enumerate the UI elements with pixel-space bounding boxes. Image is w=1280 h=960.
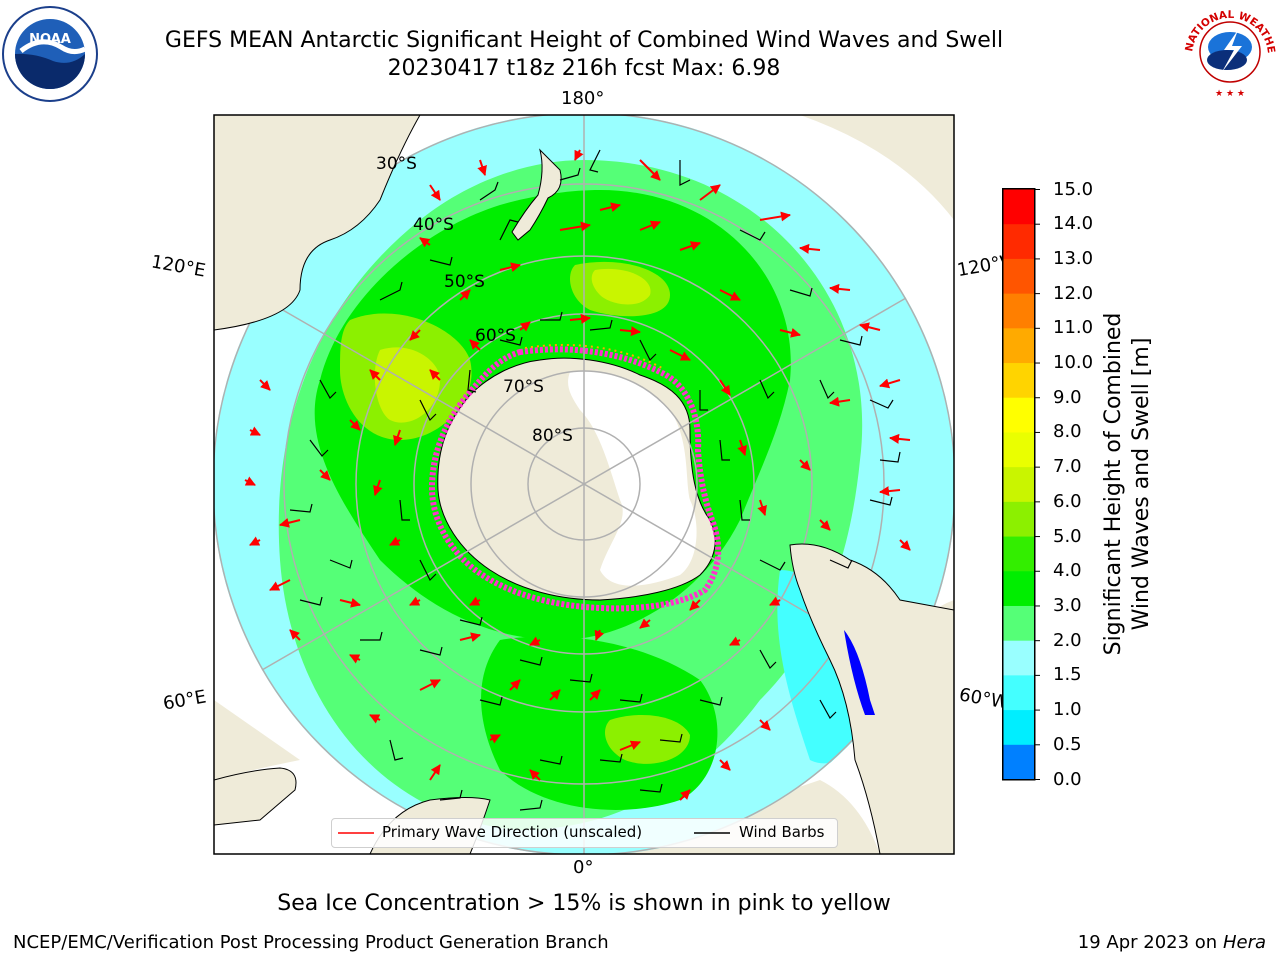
colorbar: [1002, 188, 1040, 781]
run-date: 19 Apr 2023 on Hera: [1078, 932, 1266, 953]
colorbar-tick-label: 7.0: [1053, 456, 1082, 478]
colorbar-tick-label: 4.0: [1053, 560, 1082, 582]
noaa-logo-text: NOAA: [29, 32, 71, 47]
legend-barb-label: Wind Barbs: [739, 823, 825, 841]
lon-label-180: 180°: [561, 88, 605, 109]
colorbar-tick-label: 13.0: [1053, 247, 1094, 269]
colorbar-segment: [1003, 536, 1034, 572]
colorbar-tick-label: 8.0: [1053, 421, 1082, 443]
colorbar-tick-label: 1.5: [1053, 664, 1082, 686]
colorbar-segment: [1003, 467, 1034, 503]
colorbar-label-line-1: Significant Height of Combined: [1101, 312, 1126, 656]
colorbar-segments: [1003, 189, 1034, 781]
colorbar-tick-label: 6.0: [1053, 490, 1082, 512]
lat-label-60s: 60°S: [475, 326, 516, 346]
latitude-labels: 30°S 40°S 50°S 60°S 70°S 80°S: [376, 154, 573, 446]
lat-label-50s: 50°S: [444, 272, 485, 292]
colorbar-label-line-2: Wind Waves and Swell [m]: [1129, 337, 1154, 631]
legend-barb-line: [694, 832, 730, 834]
colorbar-tick-label: 0.5: [1053, 733, 1082, 755]
legend-primary-line: [338, 832, 374, 834]
producer-credit: NCEP/EMC/Verification Post Processing Pr…: [13, 932, 609, 953]
colorbar-tick-label: 3.0: [1053, 594, 1082, 616]
colorbar-segment: [1003, 328, 1034, 364]
colorbar-tick-label: 14.0: [1053, 213, 1094, 235]
africa-land: [214, 767, 297, 826]
colorbar-segment: [1003, 744, 1034, 781]
colorbar-segment: [1003, 675, 1034, 711]
colorbar-tick-label: 11.0: [1053, 317, 1094, 339]
lon-label-0: 0°: [573, 857, 594, 878]
colorbar-segment: [1003, 640, 1034, 676]
sea-ice-edge: [428, 346, 722, 612]
colorbar-segment: [1003, 224, 1034, 260]
colorbar-tick-label: 0.0: [1053, 768, 1082, 790]
colorbar-tick-label: 15.0: [1053, 178, 1094, 200]
colorbar-segment: [1003, 397, 1034, 434]
sea-ice-note: Sea Ice Concentration > 15% is shown in …: [277, 891, 891, 916]
colorbar-segment: [1003, 432, 1034, 468]
colorbar-tick-label: 5.0: [1053, 525, 1082, 547]
nws-logo: NATIONAL WEATHER SERVICE ★ ★ ★: [1180, 0, 1277, 99]
colorbar-segment: [1003, 363, 1034, 399]
lat-label-40s: 40°S: [413, 215, 454, 235]
colorbar-tick-label: 9.0: [1053, 386, 1082, 408]
lat-label-70s: 70°S: [503, 377, 544, 397]
new-zealand-land: [511, 148, 562, 241]
colorbar-segment: [1003, 189, 1034, 225]
australia-land: [214, 115, 421, 331]
lat-label-30s: 30°S: [376, 154, 417, 174]
legend-primary-label: Primary Wave Direction (unscaled): [382, 823, 643, 841]
svg-text:★ ★ ★: ★ ★ ★: [1215, 89, 1245, 99]
map-frame: [213, 114, 955, 855]
wind-barbs: [289, 149, 901, 811]
chart-title: GEFS MEAN Antarctic Significant Height o…: [0, 27, 1168, 83]
run-date-text: 19 Apr 2023 on: [1077, 932, 1218, 953]
colorbar-tick-label: 2.0: [1053, 629, 1082, 651]
colorbar-tick-label: 12.0: [1053, 282, 1094, 304]
colorbar-segment: [1003, 293, 1034, 329]
legend-box: Primary Wave Direction (unscaled) Wind B…: [331, 818, 838, 848]
colorbar-segment: [1003, 571, 1034, 607]
lat-label-80s: 80°S: [532, 426, 573, 446]
title-line-2: 20230417 t18z 216h fcst Max: 6.98: [387, 56, 781, 81]
noaa-logo: NOAA: [2, 6, 98, 102]
title-line-1: GEFS MEAN Antarctic Significant Height o…: [164, 28, 1004, 53]
colorbar-segment: [1003, 258, 1034, 295]
south-america-land: [789, 543, 954, 854]
machine-name: Hera: [1222, 932, 1266, 953]
colorbar-segment: [1003, 501, 1034, 538]
colorbar-segment: [1003, 605, 1034, 642]
colorbar-tick-label: 1.0: [1053, 699, 1082, 721]
colorbar-segment: [1003, 710, 1034, 746]
wave-direction-arrows: [244, 149, 911, 801]
colorbar-tick-label: 10.0: [1053, 352, 1094, 374]
